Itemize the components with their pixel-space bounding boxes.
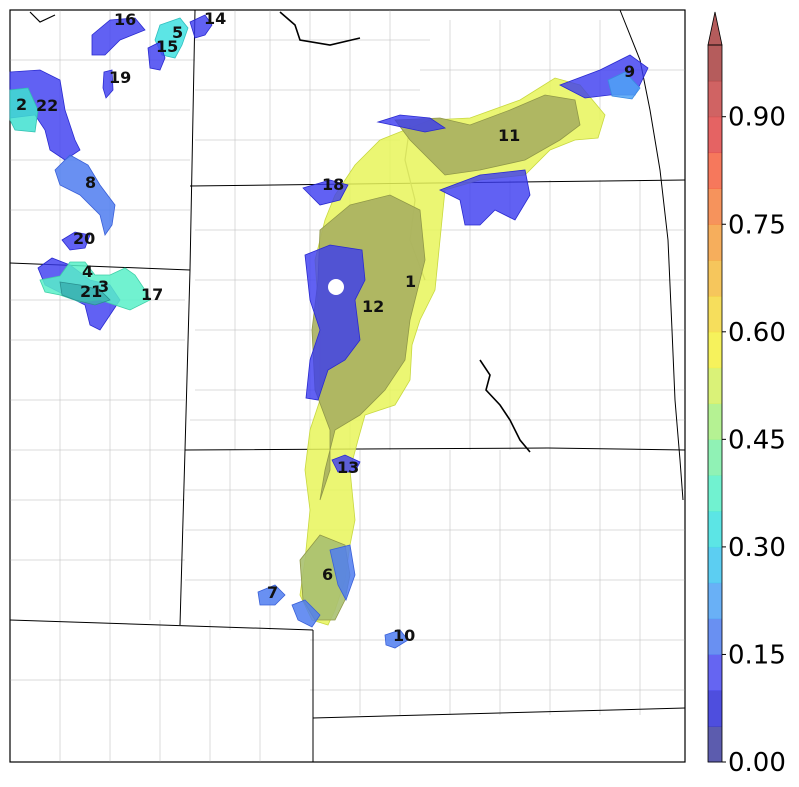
colorbar-segment [708, 654, 722, 691]
object-labels: 1 2 3 4 5 6 7 8 9 10 11 12 13 14 15 16 1… [16, 9, 635, 645]
label-17: 17 [141, 285, 163, 304]
label-22: 22 [36, 96, 58, 115]
colorbar-tick-label: 0.30 [728, 533, 786, 563]
colorbar-segment [708, 188, 722, 225]
contour-blue-8 [54, 154, 116, 236]
colorbar-tick-label: 0.60 [728, 318, 786, 348]
label-10: 10 [393, 626, 415, 645]
label-12: 12 [362, 297, 384, 316]
colorbar-segment [708, 331, 722, 369]
contour-core-11 [394, 94, 581, 176]
colorbar-segment [708, 224, 722, 261]
contour-blue-15 [147, 41, 166, 71]
contour-cyan-2 [9, 87, 39, 133]
contour-blue-7 [257, 584, 286, 606]
label-4: 4 [82, 262, 93, 281]
label-6: 6 [322, 565, 333, 584]
label-7: 7 [267, 583, 278, 602]
contour-blue-20 [61, 231, 91, 251]
probability-contours [9, 14, 649, 649]
colorbar-segment [708, 116, 722, 154]
contour-blue-16 [91, 17, 146, 56]
label-9: 9 [624, 62, 635, 81]
colorbar-segment [708, 45, 722, 82]
label-18: 18 [322, 175, 344, 194]
colorbar-tick-label: 0.90 [728, 103, 786, 133]
colorbar-tick-label: 0.75 [728, 210, 786, 240]
colorbar-segment [708, 260, 722, 297]
label-1: 1 [405, 272, 416, 291]
label-3: 3 [98, 277, 109, 296]
contour-cyan-15 [154, 17, 189, 59]
contour-blue-18 [302, 179, 349, 206]
contour-hole-12 [328, 279, 344, 295]
contour-blue-6 [329, 544, 356, 601]
contour-blue-13 [331, 454, 361, 473]
contour-blue-10 [384, 629, 409, 649]
colorbar-segment [708, 618, 722, 655]
colorbar-segment [708, 511, 722, 548]
label-15: 15 [156, 37, 178, 56]
label-2: 2 [16, 95, 27, 114]
colorbar [707, 11, 723, 763]
contour-teal-21 [59, 281, 111, 306]
label-16: 16 [114, 10, 136, 29]
contour-blue-12 [304, 244, 366, 401]
colorbar-segment [708, 152, 722, 189]
colorbar-segment [708, 582, 722, 620]
colorbar-segment [708, 690, 722, 727]
label-19: 19 [109, 68, 131, 87]
label-11: 11 [498, 126, 520, 145]
colorbar-ticks: 0.00 0.15 0.30 0.45 0.60 0.75 0.90 [722, 103, 786, 778]
label-20: 20 [73, 229, 95, 248]
contour-blue-14 [189, 14, 213, 39]
label-5: 5 [172, 23, 183, 42]
county-grid [10, 10, 685, 762]
colorbar-segment [708, 546, 722, 584]
colorbar-segment [708, 403, 722, 440]
colorbar-extend-arrow [707, 11, 723, 46]
label-21: 21 [80, 282, 102, 301]
colorbar-outline [707, 44, 723, 763]
colorbar-segment [708, 475, 722, 512]
label-13: 13 [337, 458, 359, 477]
colorbar-segment [708, 439, 722, 476]
contour-cyan-9 [607, 71, 641, 100]
contour-blue-11 [439, 169, 531, 226]
colorbar-tick-label: 0.15 [728, 640, 786, 670]
colorbar-segment [708, 80, 722, 118]
label-8: 8 [85, 173, 96, 192]
contour-blue-19 [102, 69, 114, 99]
label-14: 14 [204, 9, 226, 28]
colorbar-segment [708, 726, 722, 763]
contour-blue-6b [291, 599, 321, 628]
contour-blue-ne [376, 114, 447, 133]
colorbar-tick-label: 0.45 [728, 425, 786, 455]
colorbar-tick-label: 0.00 [728, 748, 786, 778]
colorbar-segment [708, 295, 722, 333]
colorbar-segment [708, 367, 722, 404]
